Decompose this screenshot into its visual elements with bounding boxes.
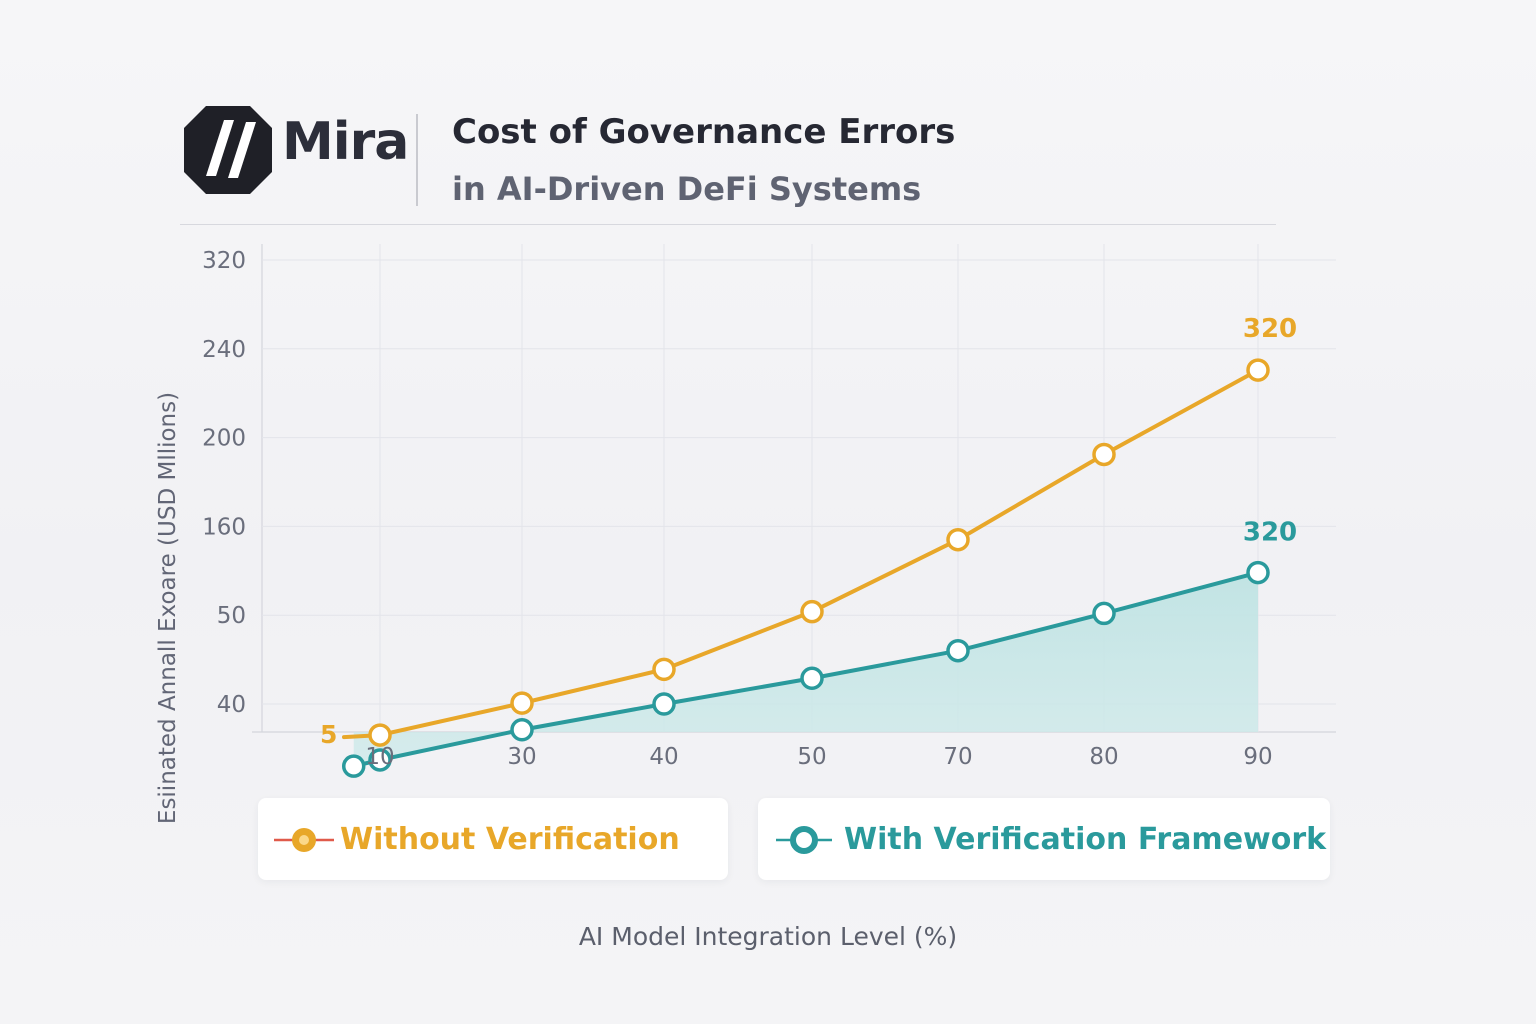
chart-title: Cost of Governance Errors bbox=[452, 112, 956, 152]
y-tick-label: 320 bbox=[202, 248, 246, 274]
axis-ticks: 320 240 200 160 50 40 10 30 40 50 70 80 90 bbox=[202, 248, 1273, 770]
without-start-label: 5 bbox=[320, 720, 337, 749]
without-verification-line bbox=[342, 368, 1260, 740]
without-verification-point bbox=[510, 691, 534, 715]
legend-label-with: With Verification Framework bbox=[844, 822, 1327, 857]
brand-name: Mira bbox=[282, 112, 409, 172]
without-verification-point bbox=[800, 599, 824, 624]
x-tick-label: 40 bbox=[649, 744, 678, 770]
orange-marker-icon bbox=[274, 828, 334, 852]
without-verification-point bbox=[368, 723, 392, 747]
mira-logo-icon bbox=[184, 106, 272, 194]
with-verification-point bbox=[946, 638, 970, 663]
with-verification-point bbox=[1246, 560, 1270, 585]
with-verification-point bbox=[341, 754, 366, 778]
teal-marker-icon bbox=[776, 826, 832, 854]
x-tick-label: 80 bbox=[1089, 744, 1118, 770]
y-tick-label: 200 bbox=[202, 426, 246, 452]
without-end-label: 320 bbox=[1243, 314, 1297, 344]
y-tick-label: 40 bbox=[217, 692, 246, 718]
without-verification-point bbox=[1092, 442, 1116, 467]
series-lines bbox=[342, 368, 1260, 769]
x-axis-label: AI Model Integration Level (%) bbox=[578, 922, 958, 951]
without-verification-point bbox=[1246, 358, 1270, 382]
y-tick-label: 240 bbox=[202, 337, 246, 363]
x-tick-label: 70 bbox=[943, 744, 972, 770]
series-points bbox=[341, 358, 1270, 778]
header-divider bbox=[416, 114, 418, 206]
y-tick-label: 160 bbox=[202, 514, 246, 540]
with-verification-point bbox=[1092, 601, 1116, 626]
header: Mira Cost of Governance Errors in AI-Dri… bbox=[0, 0, 1536, 230]
header-rule bbox=[180, 224, 1276, 225]
with-verification-line bbox=[351, 570, 1260, 769]
with-end-label: 320 bbox=[1243, 518, 1297, 548]
with-verification-point bbox=[800, 666, 824, 690]
area-fill bbox=[353, 572, 1258, 767]
y-axis-label: Esiinated Annall Exoare (USD Mllions) bbox=[155, 391, 181, 825]
x-tick-label: 90 bbox=[1243, 744, 1272, 770]
x-tick-label: 50 bbox=[797, 744, 826, 770]
chart-subtitle: in AI-Driven DeFi Systems bbox=[452, 170, 922, 208]
legend-item-with-verification[interactable]: With Verification Framework bbox=[758, 798, 1330, 880]
legend-item-without-verification[interactable]: Without Verification bbox=[258, 798, 728, 880]
without-verification-point bbox=[652, 657, 676, 682]
data-labels: 5 320 320 bbox=[320, 314, 1297, 749]
with-verification-point bbox=[368, 748, 392, 772]
with-verification-area bbox=[353, 572, 1258, 767]
legend-label-without: Without Verification bbox=[340, 822, 680, 857]
with-verification-point bbox=[652, 692, 676, 716]
x-tick-label: 10 bbox=[365, 744, 394, 770]
with-verification-point bbox=[510, 718, 534, 742]
y-tick-label: 50 bbox=[217, 603, 246, 629]
x-tick-label: 30 bbox=[507, 744, 536, 770]
without-verification-point bbox=[946, 527, 970, 552]
